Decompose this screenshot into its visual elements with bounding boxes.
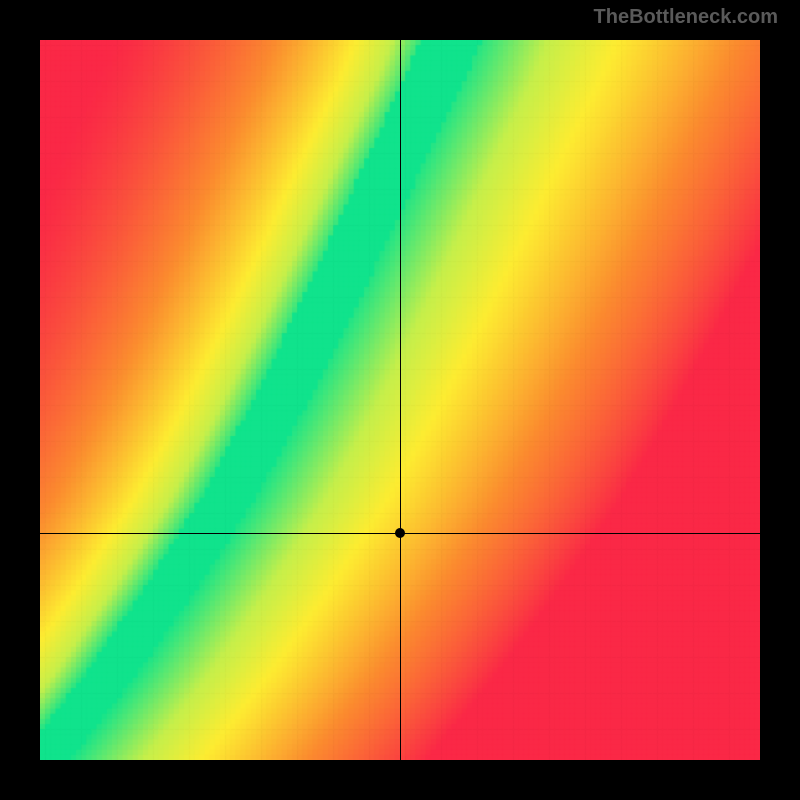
chart-container: TheBottleneck.com [0,0,800,800]
crosshair-vertical [400,40,401,760]
plot-area [40,40,760,760]
crosshair-marker [395,528,405,538]
watermark-text: TheBottleneck.com [594,6,778,29]
